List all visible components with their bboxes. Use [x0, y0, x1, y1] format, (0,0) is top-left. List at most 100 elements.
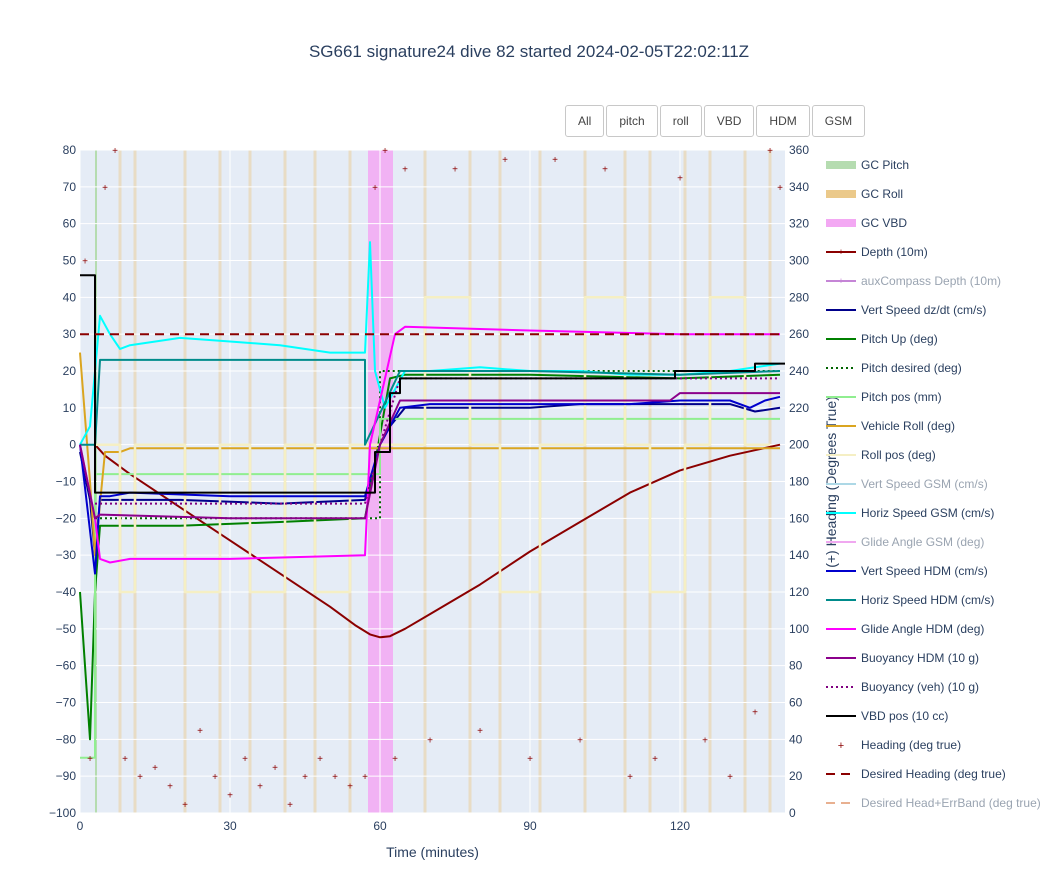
heading-marker: + — [477, 726, 483, 737]
y-tick-label: −50 — [56, 622, 77, 636]
y-tick-label: −80 — [56, 732, 77, 746]
horiz-speed-gsm-cm-s-line — [79, 241, 781, 446]
legend-label: Horiz Speed GSM (cm/s) — [861, 506, 994, 520]
legend-label: auxCompass Depth (10m) — [861, 274, 1001, 288]
heading-marker: + — [112, 146, 118, 157]
heading-marker: + — [527, 754, 533, 765]
y2-tick-label: 260 — [789, 327, 809, 341]
heading-marker: + — [382, 146, 388, 157]
legend-marker: + — [838, 247, 843, 257]
legend-label: Horiz Speed HDM (cm/s) — [861, 593, 994, 607]
legend-item-horiz-speed-hdm-cm-s: Horiz Speed HDM (cm/s) — [826, 593, 994, 607]
heading-marker: + — [87, 754, 93, 765]
legend-item-auxcompass-depth-10m: + auxCompass Depth (10m) — [826, 274, 1001, 288]
heading-marker: + — [332, 772, 338, 783]
legend-item-depth-10m: + Depth (10m) — [826, 245, 928, 259]
legend-swatch — [826, 161, 856, 169]
legend-item-gc-vbd: GC VBD — [826, 216, 907, 230]
legend-item-horiz-speed-gsm-cm-s: Horiz Speed GSM (cm/s) — [826, 506, 994, 520]
legend-label: Buoyancy (veh) (10 g) — [861, 680, 979, 694]
legend-label: GC Pitch — [861, 158, 909, 172]
legend-item-gc-roll: GC Roll — [826, 187, 903, 201]
legend-item-vbd-pos-10-cc: VBD pos (10 cc) — [826, 709, 948, 723]
y2-tick-label: 320 — [789, 217, 809, 231]
legend-swatch — [826, 190, 856, 198]
legend-label: Heading (deg true) — [861, 738, 961, 752]
legend-swatch: + — [838, 740, 844, 752]
heading-marker: + — [152, 763, 158, 774]
legend-label: Vert Speed GSM (cm/s) — [861, 477, 988, 491]
x-axis-title: Time (minutes) — [386, 844, 479, 860]
y2-tick-label: 100 — [789, 622, 809, 636]
legend-item-vehicle-roll-deg: Vehicle Roll (deg) — [826, 419, 955, 433]
legend-marker: + — [838, 276, 843, 286]
y-tick-label: −90 — [56, 769, 77, 783]
y-tick-label: 80 — [63, 143, 77, 157]
heading-marker: + — [347, 781, 353, 792]
series-layer: + + + + + + + + + + + + + + + + + + + + + + + + + + + + + + + + + + + + + + + +… — [79, 146, 785, 811]
pitch-pos-mm-line — [80, 417, 780, 759]
x-tick-label: 120 — [670, 819, 690, 833]
legend-label: Pitch Up (deg) — [861, 332, 938, 346]
legend: GC Pitch GC Roll GC VBD + Depth (10m) + auxCom… — [826, 158, 1041, 810]
x-tick-label: 0 — [77, 819, 84, 833]
heading-marker: + — [257, 781, 263, 792]
heading-marker: + — [242, 754, 248, 765]
button-gsm[interactable]: GSM — [811, 105, 866, 137]
legend-label: Vert Speed dz/dt (cm/s) — [861, 303, 986, 317]
tick-layer: −100−90−80−70−60−50−40−30−20−10010203040… — [49, 143, 809, 833]
heading-marker: + — [102, 183, 108, 194]
y2-axis-title: (+) Heading (Degrees True) — [823, 396, 839, 568]
y-tick-label: 50 — [63, 254, 77, 268]
y2-tick-label: 240 — [789, 364, 809, 378]
pitch-up-deg-line — [79, 373, 781, 741]
legend-label: Glide Angle HDM (deg) — [861, 622, 984, 636]
heading-marker: + — [427, 735, 433, 746]
legend-item-heading-deg-true: + Heading (deg true) — [838, 738, 961, 752]
legend-item-vert-speed-dz-dt-cm-s: Vert Speed dz/dt (cm/s) — [826, 303, 986, 317]
heading-marker: + — [402, 164, 408, 175]
update-menu: All pitch roll VBD HDM GSM — [565, 105, 867, 137]
heading-marker: + — [652, 754, 658, 765]
legend-item-desired-heading-deg-true: Desired Heading (deg true) — [826, 767, 1006, 781]
legend-label: Desired Heading (deg true) — [861, 767, 1006, 781]
button-roll[interactable]: roll — [659, 105, 702, 137]
heading-marker: + — [767, 146, 773, 157]
heading-marker: + — [317, 754, 323, 765]
heading-marker: + — [627, 772, 633, 783]
x-tick-label: 60 — [373, 819, 387, 833]
y2-tick-label: 140 — [789, 548, 809, 562]
legend-item-desired-head-errband-deg-true: Desired Head+ErrBand (deg true) — [826, 796, 1041, 810]
y2-tick-label: 120 — [789, 585, 809, 599]
legend-item-roll-pos-deg: Roll pos (deg) — [826, 448, 936, 462]
button-hdm[interactable]: HDM — [756, 105, 810, 137]
heading-marker: + — [287, 800, 293, 811]
y2-tick-label: 160 — [789, 511, 809, 525]
button-all[interactable]: All — [565, 105, 605, 137]
vbd-pos-10-cc-line — [80, 274, 785, 494]
legend-item-buoyancy-hdm-10-g: Buoyancy HDM (10 g) — [826, 651, 979, 665]
x-tick-label: 30 — [223, 819, 237, 833]
x-tick-label: 90 — [523, 819, 537, 833]
heading-marker: + — [212, 772, 218, 783]
legend-item-buoyancy-veh-10-g: Buoyancy (veh) (10 g) — [826, 680, 979, 694]
chart-title: SG661 signature24 dive 82 started 2024-0… — [309, 42, 749, 61]
horiz-speed-hdm-cm-s-line — [80, 358, 781, 446]
legend-item-glide-angle-hdm-deg: Glide Angle HDM (deg) — [826, 622, 984, 636]
y2-tick-label: 220 — [789, 401, 809, 415]
y-tick-label: −30 — [56, 548, 77, 562]
y2-tick-label: 280 — [789, 290, 809, 304]
legend-item-gc-pitch: GC Pitch — [826, 158, 909, 172]
y2-tick-label: 40 — [789, 732, 803, 746]
button-vbd[interactable]: VBD — [703, 105, 755, 137]
heading-marker: + — [302, 772, 308, 783]
y-tick-label: 30 — [63, 327, 77, 341]
legend-label: GC Roll — [861, 187, 903, 201]
heading-marker: + — [752, 708, 758, 719]
legend-label: Pitch pos (mm) — [861, 390, 942, 404]
button-pitch[interactable]: pitch — [606, 105, 658, 137]
heading-marker: + — [122, 754, 128, 765]
y2-tick-label: 200 — [789, 438, 809, 452]
heading-marker: + — [502, 155, 508, 166]
